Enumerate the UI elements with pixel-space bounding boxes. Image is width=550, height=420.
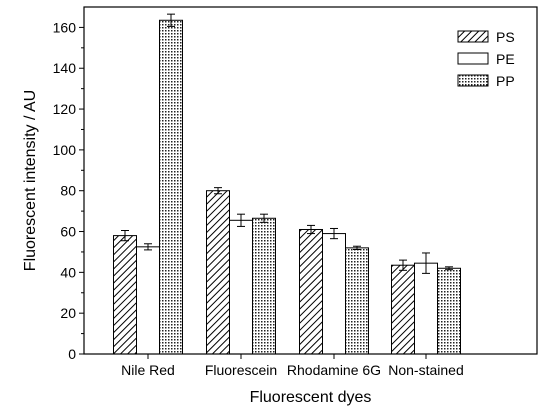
y-tick-label-2: 40: [60, 264, 76, 280]
y-tick-label-0: 0: [68, 346, 76, 362]
legend-label-pp: PP: [496, 73, 515, 89]
bar-pe-0: [136, 246, 160, 355]
bar-pp-3: [437, 267, 461, 355]
y-tick-label-5: 100: [53, 142, 77, 158]
bar-ps-2: [299, 228, 323, 355]
bar-ps-1: [206, 190, 230, 355]
legend-swatch-pe: [457, 52, 489, 65]
bar-pp-1: [252, 217, 276, 355]
bar-pp-0: [159, 19, 183, 355]
bar-pe-3: [414, 262, 438, 355]
legend-label-pe: PE: [496, 51, 515, 67]
bars-layer: [113, 13, 461, 355]
x-axis-title: Fluorescent dyes: [250, 389, 372, 406]
legend: PS PE PP: [457, 29, 515, 89]
y-tick-label-7: 140: [53, 60, 77, 76]
x-tick-label-0: Nile Red: [121, 362, 175, 378]
bar-pe-1: [229, 219, 253, 355]
bar-pe-2: [322, 233, 346, 355]
y-tick-label-6: 120: [53, 101, 77, 117]
bar-ps-0: [113, 235, 137, 355]
y-tick-label-1: 20: [60, 305, 76, 321]
y-axis-title: Fluorescent intensity / AU: [22, 90, 39, 271]
legend-label-ps: PS: [496, 29, 515, 45]
x-tick-label-3: Non-stained: [388, 362, 464, 378]
plot-frame: [83, 6, 538, 355]
legend-swatch-pp: [457, 74, 489, 87]
bar-ps-3: [391, 264, 415, 355]
x-tick-label-1: Fluorescein: [205, 362, 277, 378]
y-tick-label-8: 160: [53, 19, 77, 35]
legend-swatch-ps: [457, 30, 489, 43]
y-tick-label-4: 80: [60, 183, 76, 199]
x-tick-label-2: Rhodamine 6G: [287, 362, 381, 378]
axes-layer: Nile Red Fluorescein Rhodamine 6G Non-stain…: [53, 6, 538, 378]
bar-pp-2: [345, 247, 369, 355]
y-tick-label-3: 60: [60, 224, 76, 240]
